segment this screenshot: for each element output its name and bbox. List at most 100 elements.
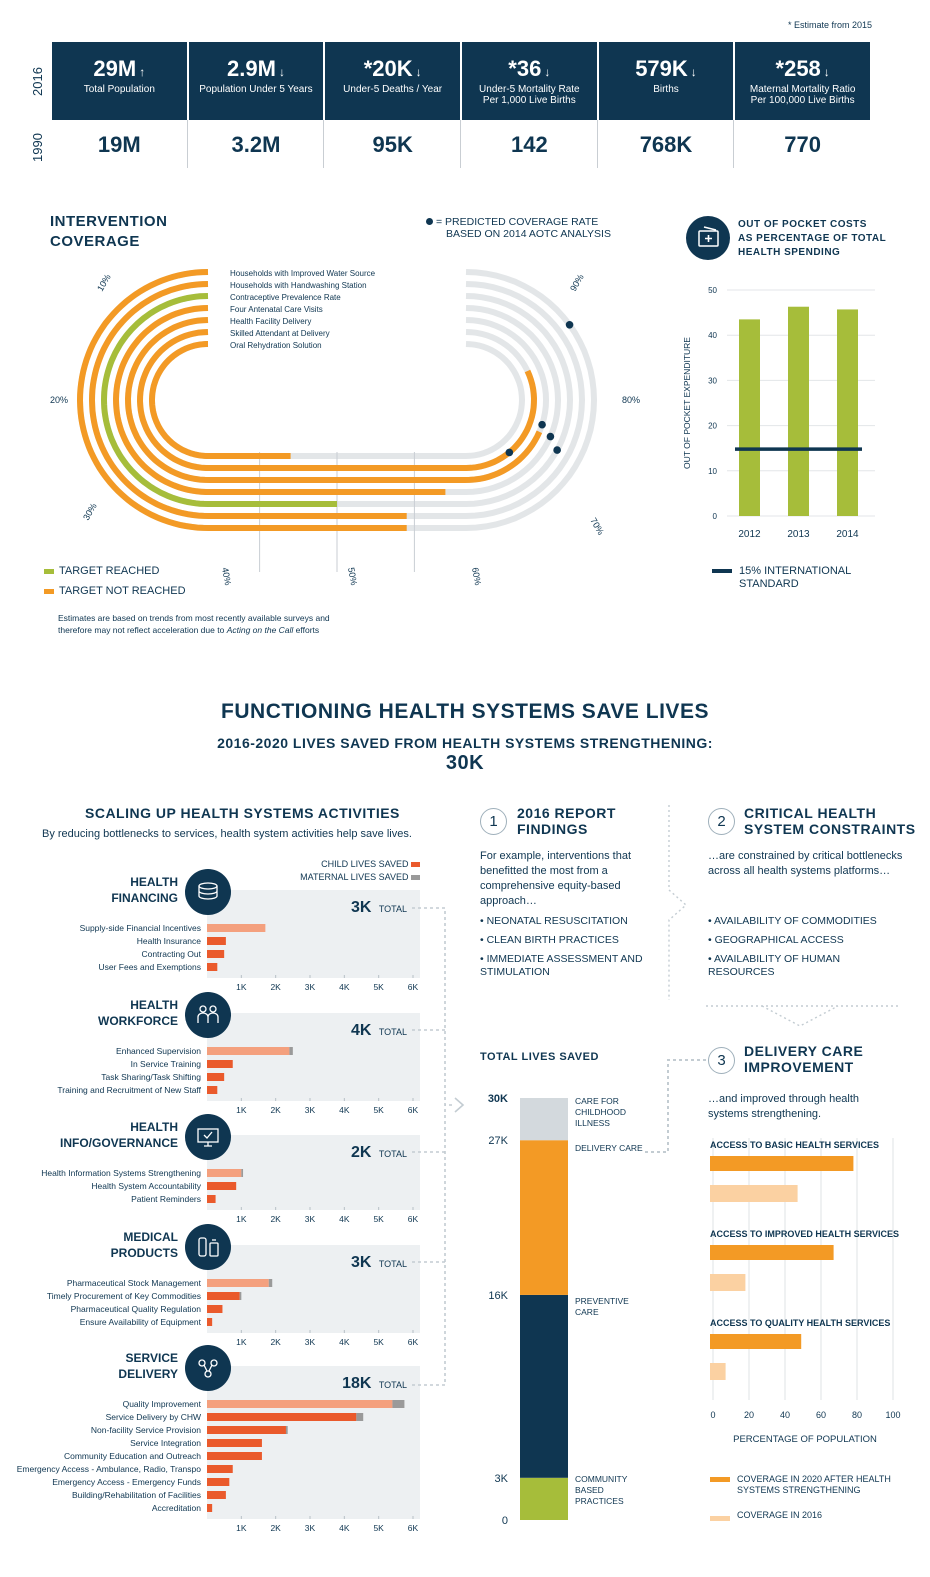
series-label: Contraceptive Prevalence Rate xyxy=(230,293,341,302)
legend-reached-swatch xyxy=(44,568,54,574)
trend-arrow-icon: ↓ xyxy=(544,65,551,79)
child-bar xyxy=(207,1182,237,1190)
constraints-bullet-2: • GEOGRAPHICAL ACCESS xyxy=(708,934,844,946)
group-total-value: 3K xyxy=(351,1254,372,1271)
series-label: Health Facility Delivery xyxy=(230,317,311,326)
activity-label: Contracting Out xyxy=(141,949,201,959)
activity-label: Patient Reminders xyxy=(131,1194,201,1204)
coverage-2016-bar xyxy=(710,1185,798,1202)
activity-label: Emergency Access - Emergency Funds xyxy=(52,1477,201,1487)
y-tick-label: 10 xyxy=(708,467,717,476)
stat-value-text: 2.9M xyxy=(227,56,276,81)
child-bar xyxy=(207,1305,223,1313)
activity-label: Building/Rehabilitation of Facilities xyxy=(72,1490,201,1500)
scale-tick-label: 80% xyxy=(622,395,640,405)
x-tick-label: 0 xyxy=(710,1410,715,1420)
coverage-2016-bar xyxy=(710,1274,746,1291)
activity-label: Emergency Access - Ambulance, Radio, Tra… xyxy=(17,1464,202,1474)
group-name-line2: WORKFORCE xyxy=(98,1014,178,1028)
group-total: 2K TOTAL xyxy=(351,1144,407,1161)
x-tick-label: 4K xyxy=(339,1523,350,1532)
x-tick-label: 5K xyxy=(373,1214,384,1224)
oop-bar xyxy=(788,306,809,516)
x-tick-label: 6K xyxy=(408,1337,419,1347)
group-total-word: TOTAL xyxy=(376,1149,407,1159)
x-tick-label: 5K xyxy=(373,1523,384,1532)
y-tick-label: 0 xyxy=(713,512,718,521)
coverage-2020-bar xyxy=(710,1156,854,1171)
child-bar xyxy=(207,937,226,945)
y-axis-label: OUT OF POCKET EXPENDITURE xyxy=(682,337,692,469)
intervention-title: INTERVENTION COVERAGE xyxy=(50,212,167,252)
delivery-bar-chart: 0 20 40 60 80 100 PERCENTAGE OF POPULATION ACCE… xyxy=(710,1138,901,1445)
stat-value-text: *258 xyxy=(775,56,821,81)
intervention-title-line2: COVERAGE xyxy=(50,233,140,250)
x-axis-label: PERCENTAGE OF POPULATION xyxy=(733,1434,877,1445)
findings-text: For example, interventions that benefitt… xyxy=(480,850,632,907)
activity-label: Non-facility Service Provision xyxy=(91,1425,201,1435)
oop-icon xyxy=(686,216,730,260)
stat-label: Births xyxy=(653,84,679,95)
stack-tick-label: 16K xyxy=(488,1290,508,1302)
group-total-value: 2K xyxy=(351,1144,372,1161)
x-tick-label: 6K xyxy=(408,1105,419,1115)
coverage-2016-bar xyxy=(710,1363,726,1380)
stat-1-1990: 19M xyxy=(52,120,188,168)
delivery-title-line2: IMPROVEMENT xyxy=(744,1059,854,1075)
group-total-word: TOTAL xyxy=(376,904,407,914)
group-total-value: 3K xyxy=(351,899,372,916)
stat-5-1990: 768K xyxy=(599,120,735,168)
icon-circle xyxy=(185,869,231,915)
delivery-title: DELIVERY CARE IMPROVEMENT xyxy=(744,1043,863,1075)
icon-circle xyxy=(185,1345,231,1391)
intervention-title-line1: INTERVENTION xyxy=(50,213,168,230)
constraints-number: 2 xyxy=(708,808,735,835)
stat-1-current: 29M ↑ Total Population xyxy=(52,42,187,120)
medicine-icon xyxy=(185,1224,231,1270)
legend-2016-label: COVERAGE IN 2016 xyxy=(737,1510,823,1520)
coverage-track xyxy=(112,305,446,495)
x-tick-label: 3K xyxy=(305,982,316,992)
estimate-note: * Estimate from 2015 xyxy=(787,20,872,30)
coverage-track xyxy=(136,329,538,471)
oop-legend-line1: 15% INTERNATIONAL xyxy=(739,565,852,577)
findings-bullets: • NEONATAL RESUSCITATION • CLEAN BIRTH P… xyxy=(480,915,655,979)
child-bar xyxy=(207,1279,269,1287)
x-tick-label: 4K xyxy=(339,982,350,992)
group-background xyxy=(207,1013,420,1101)
x-tick-label: 5K xyxy=(373,1337,384,1347)
findings-bullet-1: • NEONATAL RESUSCITATION xyxy=(480,915,628,927)
activity-label: User Fees and Exemptions xyxy=(98,962,201,972)
x-tick-label: 2K xyxy=(270,982,281,992)
stack-segment xyxy=(520,1477,568,1520)
group-name-line1: HEALTH xyxy=(130,998,178,1012)
group-name-line2: FINANCING xyxy=(111,891,178,905)
x-tick-label: 4K xyxy=(339,1337,350,1347)
stat-label: Total Population xyxy=(83,84,155,95)
segment-label: DELIVERY CARE xyxy=(575,1143,643,1153)
stat-past-value: 3.2M xyxy=(231,132,281,157)
child-bar xyxy=(207,924,266,932)
x-tick-label: 2014 xyxy=(836,529,859,540)
legend-maternal-swatch xyxy=(411,875,420,881)
findings-number: 1 xyxy=(480,808,507,835)
x-tick-label: 3K xyxy=(305,1105,316,1115)
group-name-line1: MEDICAL xyxy=(123,1230,178,1244)
activity-label: Community Education and Outreach xyxy=(64,1451,201,1461)
predicted-dot xyxy=(553,446,561,454)
predicted-dot-icon xyxy=(426,218,433,225)
category-label: ACCESS TO QUALITY HEALTH SERVICES xyxy=(710,1318,890,1328)
findings-bullet-3: • IMMEDIATE ASSESSMENT AND STIMULATION xyxy=(480,953,643,978)
predicted-line2: BASED ON 2014 AOTC ANALYSIS xyxy=(446,228,611,240)
findings-title-line2: FINDINGS xyxy=(517,821,588,837)
predicted-dot xyxy=(565,320,574,329)
legend-2020-swatch xyxy=(710,1477,730,1482)
series-label: Skilled Attendant at Delivery xyxy=(230,329,330,338)
footnote-line2a: therefore may not reflect acceleration d… xyxy=(58,625,227,635)
maternal-bar xyxy=(239,1292,242,1300)
activity-label: Health System Accountability xyxy=(91,1181,201,1191)
activity-label: Health Information Systems Strengthening xyxy=(41,1168,201,1178)
stack-segment xyxy=(520,1294,568,1478)
delivery-legend: COVERAGE IN 2020 AFTER HEALTH SYSTEMS ST… xyxy=(710,1474,897,1521)
legend-target-reached: TARGET REACHED xyxy=(44,565,159,577)
